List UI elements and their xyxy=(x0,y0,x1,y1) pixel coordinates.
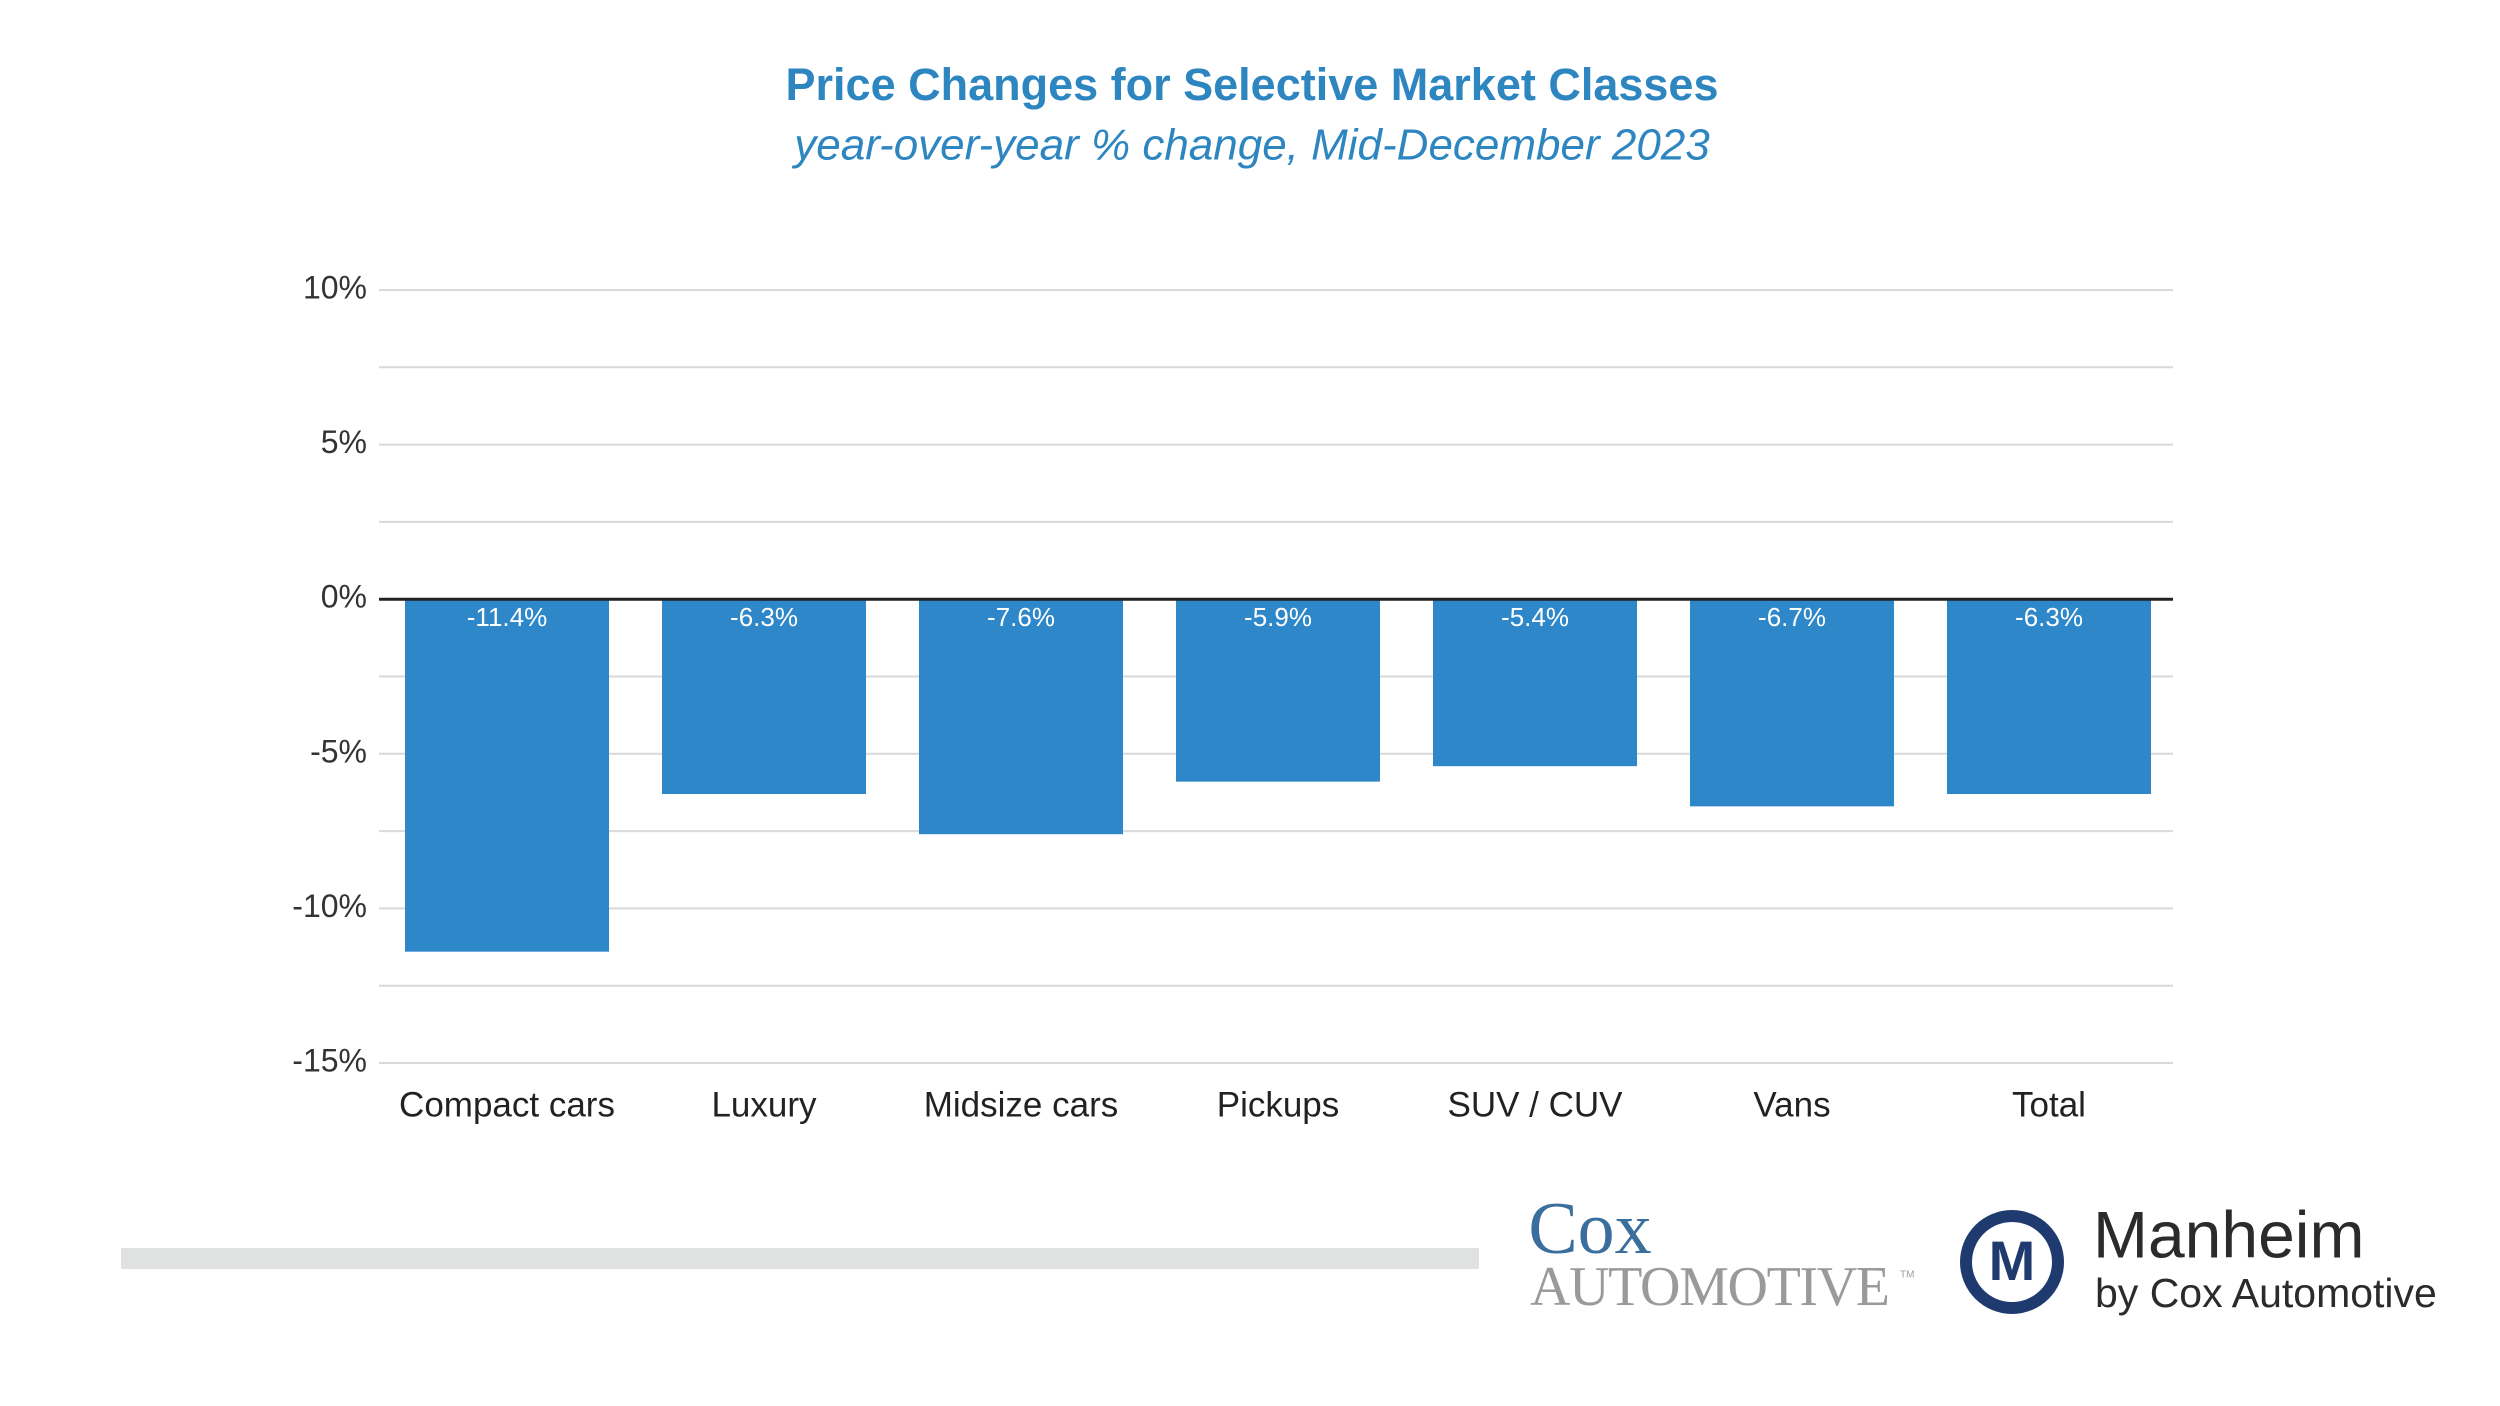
chart-title: Price Changes for Selective Market Class… xyxy=(786,59,1719,110)
value-label: -5.9% xyxy=(1244,602,1312,632)
x-tick-label: Compact cars xyxy=(399,1085,615,1124)
bar xyxy=(1690,599,1894,807)
value-label: -6.7% xyxy=(1758,602,1826,632)
x-tick-label: Luxury xyxy=(711,1085,817,1124)
trademark: TM xyxy=(1900,1270,1914,1281)
x-tick-label: Midsize cars xyxy=(924,1085,1118,1124)
x-tick-label: Vans xyxy=(1753,1085,1830,1124)
bar xyxy=(405,599,609,952)
bar xyxy=(919,599,1123,835)
value-label: -5.4% xyxy=(1501,602,1569,632)
manheim-mark: M xyxy=(1989,1229,2036,1292)
x-tick-label: Pickups xyxy=(1217,1085,1340,1124)
bar xyxy=(662,599,866,794)
y-tick-label: 5% xyxy=(321,424,367,460)
bar xyxy=(1433,599,1637,767)
value-label: -6.3% xyxy=(2015,602,2083,632)
plot-area: 10% 5% 0% -5% -10% -15% Compact cars -11.4% Luxu… xyxy=(292,269,2173,1124)
bar xyxy=(1947,599,2151,794)
cox-logo-bottom: Automotive xyxy=(1530,1256,1890,1318)
y-tick-label: -5% xyxy=(310,733,367,769)
y-tick-label: 10% xyxy=(303,269,367,305)
value-label: -6.3% xyxy=(730,602,798,632)
cox-logo-top: Cox xyxy=(1528,1188,1651,1270)
x-tick-label: Total xyxy=(2012,1085,2086,1124)
y-tick-label: -15% xyxy=(292,1042,367,1078)
bar xyxy=(1176,599,1380,782)
y-tick-label: -10% xyxy=(292,888,367,924)
manheim-inner xyxy=(1972,1222,2052,1302)
value-label: -7.6% xyxy=(987,602,1055,632)
manheim-name: Manheim xyxy=(2093,1197,2364,1271)
x-tick-label: SUV / CUV xyxy=(1447,1085,1623,1124)
manheim-sub: by Cox Automotive xyxy=(2095,1270,2437,1316)
chart-subtitle: year-over-year % change, Mid-December 20… xyxy=(791,121,1710,170)
y-tick-label: 0% xyxy=(321,579,367,615)
footer-bar xyxy=(121,1248,1479,1269)
value-label: -11.4% xyxy=(467,602,547,632)
